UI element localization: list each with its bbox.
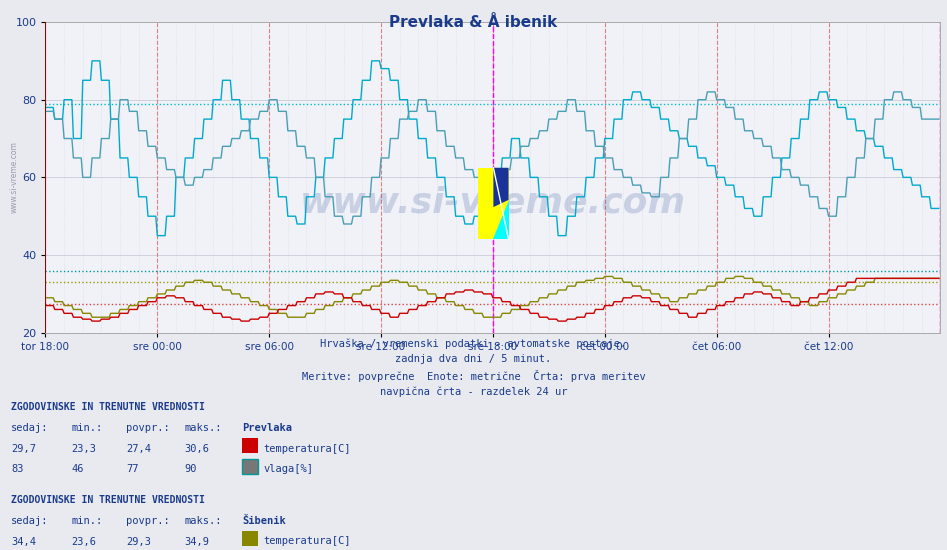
- Text: temperatura[C]: temperatura[C]: [263, 536, 350, 547]
- Text: min.:: min.:: [71, 515, 102, 526]
- Text: sedaj:: sedaj:: [11, 515, 49, 526]
- Text: 29,3: 29,3: [126, 536, 151, 547]
- Text: povpr.:: povpr.:: [126, 422, 170, 433]
- Text: 27,4: 27,4: [126, 443, 151, 454]
- Text: Prevlaka: Prevlaka: [242, 422, 293, 433]
- Text: ZGODOVINSKE IN TRENUTNE VREDNOSTI: ZGODOVINSKE IN TRENUTNE VREDNOSTI: [11, 402, 205, 412]
- Text: 77: 77: [126, 464, 138, 475]
- Text: ZGODOVINSKE IN TRENUTNE VREDNOSTI: ZGODOVINSKE IN TRENUTNE VREDNOSTI: [11, 494, 205, 505]
- Text: 34,9: 34,9: [185, 536, 209, 547]
- Text: 83: 83: [11, 464, 24, 475]
- Text: 46: 46: [71, 464, 83, 475]
- Text: www.si-vreme.com: www.si-vreme.com: [300, 185, 686, 219]
- Text: maks.:: maks.:: [185, 422, 223, 433]
- Text: Šibenik: Šibenik: [242, 515, 286, 526]
- Text: Prevlaka & Å ibenik: Prevlaka & Å ibenik: [389, 15, 558, 30]
- Text: maks.:: maks.:: [185, 515, 223, 526]
- Text: 23,3: 23,3: [71, 443, 96, 454]
- Text: min.:: min.:: [71, 422, 102, 433]
- Text: Hrvaška / vremenski podatki - avtomatske postaje.
zadnja dva dni / 5 minut.
Meri: Hrvaška / vremenski podatki - avtomatske…: [302, 338, 645, 397]
- Text: 29,7: 29,7: [11, 443, 36, 454]
- Text: 30,6: 30,6: [185, 443, 209, 454]
- Text: 23,6: 23,6: [71, 536, 96, 547]
- Text: sedaj:: sedaj:: [11, 422, 49, 433]
- Text: www.si-vreme.com: www.si-vreme.com: [9, 141, 19, 213]
- Text: povpr.:: povpr.:: [126, 515, 170, 526]
- Text: temperatura[C]: temperatura[C]: [263, 443, 350, 454]
- Text: vlaga[%]: vlaga[%]: [263, 464, 313, 475]
- Text: 34,4: 34,4: [11, 536, 36, 547]
- Text: 90: 90: [185, 464, 197, 475]
